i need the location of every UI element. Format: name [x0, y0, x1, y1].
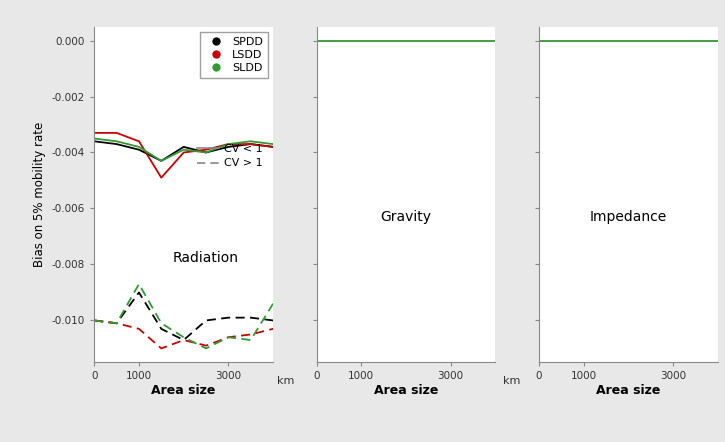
X-axis label: Area size: Area size	[152, 384, 216, 397]
X-axis label: Area size: Area size	[374, 384, 438, 397]
Text: Gravity: Gravity	[381, 210, 431, 225]
Text: km: km	[277, 376, 294, 386]
Text: km: km	[502, 376, 520, 386]
Text: Radiation: Radiation	[172, 251, 238, 265]
X-axis label: Area size: Area size	[596, 384, 660, 397]
Legend: CV < 1, CV > 1: CV < 1, CV > 1	[192, 140, 268, 173]
Y-axis label: Bias on 5% mobility rate: Bias on 5% mobility rate	[33, 122, 46, 267]
Text: Impedance: Impedance	[589, 210, 667, 225]
